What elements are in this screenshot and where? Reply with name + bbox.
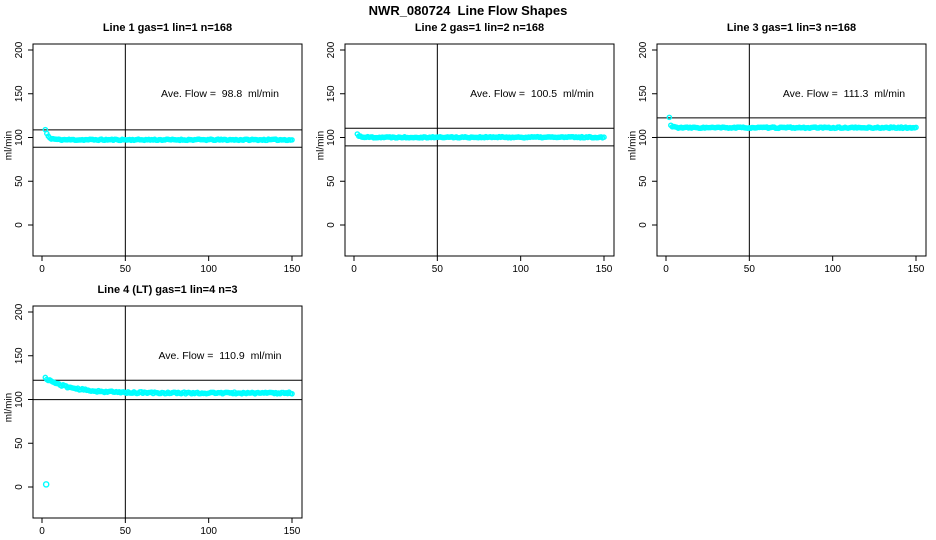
y-tick-label: 150 (326, 85, 337, 102)
panel-title: Line 3 gas=1 lin=3 n=168 (726, 22, 857, 34)
x-tick-label: 0 (39, 264, 45, 275)
panel-line-1: 0 50 100 150 200 0 50 100 150 Line 1 gas=1 lin=1… (0, 20, 312, 276)
y-axis-label: ml/min (315, 130, 327, 161)
y-tick-label: 0 (326, 222, 337, 228)
y-axis-label: ml/min (627, 130, 639, 161)
y-tick-label: 0 (638, 222, 649, 228)
plot-line-2-canvas: 0 50 100 150 200 0 50 100 150 (326, 41, 615, 275)
y-tick-label: 100 (14, 129, 25, 146)
plot-box (656, 43, 927, 257)
y-tick-label: 50 (14, 437, 25, 449)
y-tick-label: 100 (14, 391, 25, 408)
x-tick-label: 0 (39, 526, 45, 537)
flow-data-points (42, 374, 295, 488)
data-point (666, 114, 673, 121)
flow-data-points (354, 131, 607, 141)
panel-line-3: 0 50 100 150 200 0 50 100 150 Line 3 gas=1 lin=3… (624, 20, 936, 276)
y-tick-label: 100 (638, 129, 649, 146)
y-tick-label: 150 (14, 85, 25, 102)
data-point (601, 134, 607, 140)
panel-line-4: 0 50 100 150 200 0 50 100 150 Line 4 (LT) gas=1 … (0, 282, 312, 538)
data-point (289, 390, 295, 397)
panel-title: Line 1 gas=1 lin=1 n=168 (102, 22, 233, 34)
y-tick-label: 200 (326, 41, 337, 58)
flow-data-points (42, 126, 295, 144)
plot-line-1-canvas: 0 50 100 150 200 0 50 100 150 (14, 41, 303, 275)
y-tick-label: 50 (14, 175, 25, 187)
x-tick-label: 50 (744, 264, 756, 275)
y-tick-label: 50 (638, 175, 649, 187)
ave-flow-annotation: Ave. Flow = 98.8 ml/min (161, 88, 279, 100)
y-tick-label: 50 (326, 175, 337, 187)
y-tick-label: 200 (14, 41, 25, 58)
x-tick-label: 150 (284, 526, 301, 537)
plot-line-4-canvas: 0 50 100 150 200 0 50 100 150 (14, 303, 303, 537)
y-axis-label: ml/min (3, 392, 15, 423)
plot-box (344, 43, 615, 257)
y-tick-label: 150 (638, 85, 649, 102)
panel-line-2: 0 50 100 150 200 0 50 100 150 Line 2 gas=1 lin=2… (312, 20, 624, 276)
panel-title: Line 2 gas=1 lin=2 n=168 (414, 22, 545, 34)
y-tick-label: 100 (326, 129, 337, 146)
outlier-point (42, 481, 50, 488)
flow-data-points (666, 114, 919, 132)
data-point (289, 137, 295, 143)
y-axis-label: ml/min (3, 130, 15, 161)
x-tick-label: 150 (908, 264, 925, 275)
x-tick-label: 100 (200, 264, 217, 275)
x-tick-label: 100 (824, 264, 841, 275)
ave-flow-annotation: Ave. Flow = 111.3 ml/min (782, 88, 906, 100)
x-tick-label: 50 (120, 526, 132, 537)
panel-title: Line 4 (LT) gas=1 lin=4 n=3 (97, 284, 238, 296)
x-tick-label: 0 (351, 264, 357, 275)
y-tick-label: 200 (638, 41, 649, 58)
ave-flow-annotation: Ave. Flow = 100.5 ml/min (470, 88, 594, 100)
plot-line-3-canvas: 0 50 100 150 200 0 50 100 150 (638, 41, 927, 275)
plot-box (32, 305, 303, 519)
y-tick-label: 0 (14, 222, 25, 228)
x-tick-label: 100 (200, 526, 217, 537)
x-tick-label: 100 (512, 264, 529, 275)
main-title: NWR_080724 Line Flow Shapes (368, 3, 568, 18)
data-point (913, 124, 919, 131)
y-tick-label: 150 (14, 347, 25, 364)
ave-flow-annotation: Ave. Flow = 110.9 ml/min (158, 350, 282, 362)
x-tick-label: 0 (663, 264, 669, 275)
plot-box (32, 43, 303, 257)
x-tick-label: 150 (284, 264, 301, 275)
x-tick-label: 50 (432, 264, 444, 275)
x-tick-label: 50 (120, 264, 132, 275)
y-tick-label: 200 (14, 303, 25, 320)
x-tick-label: 150 (596, 264, 613, 275)
y-tick-label: 0 (14, 484, 25, 490)
